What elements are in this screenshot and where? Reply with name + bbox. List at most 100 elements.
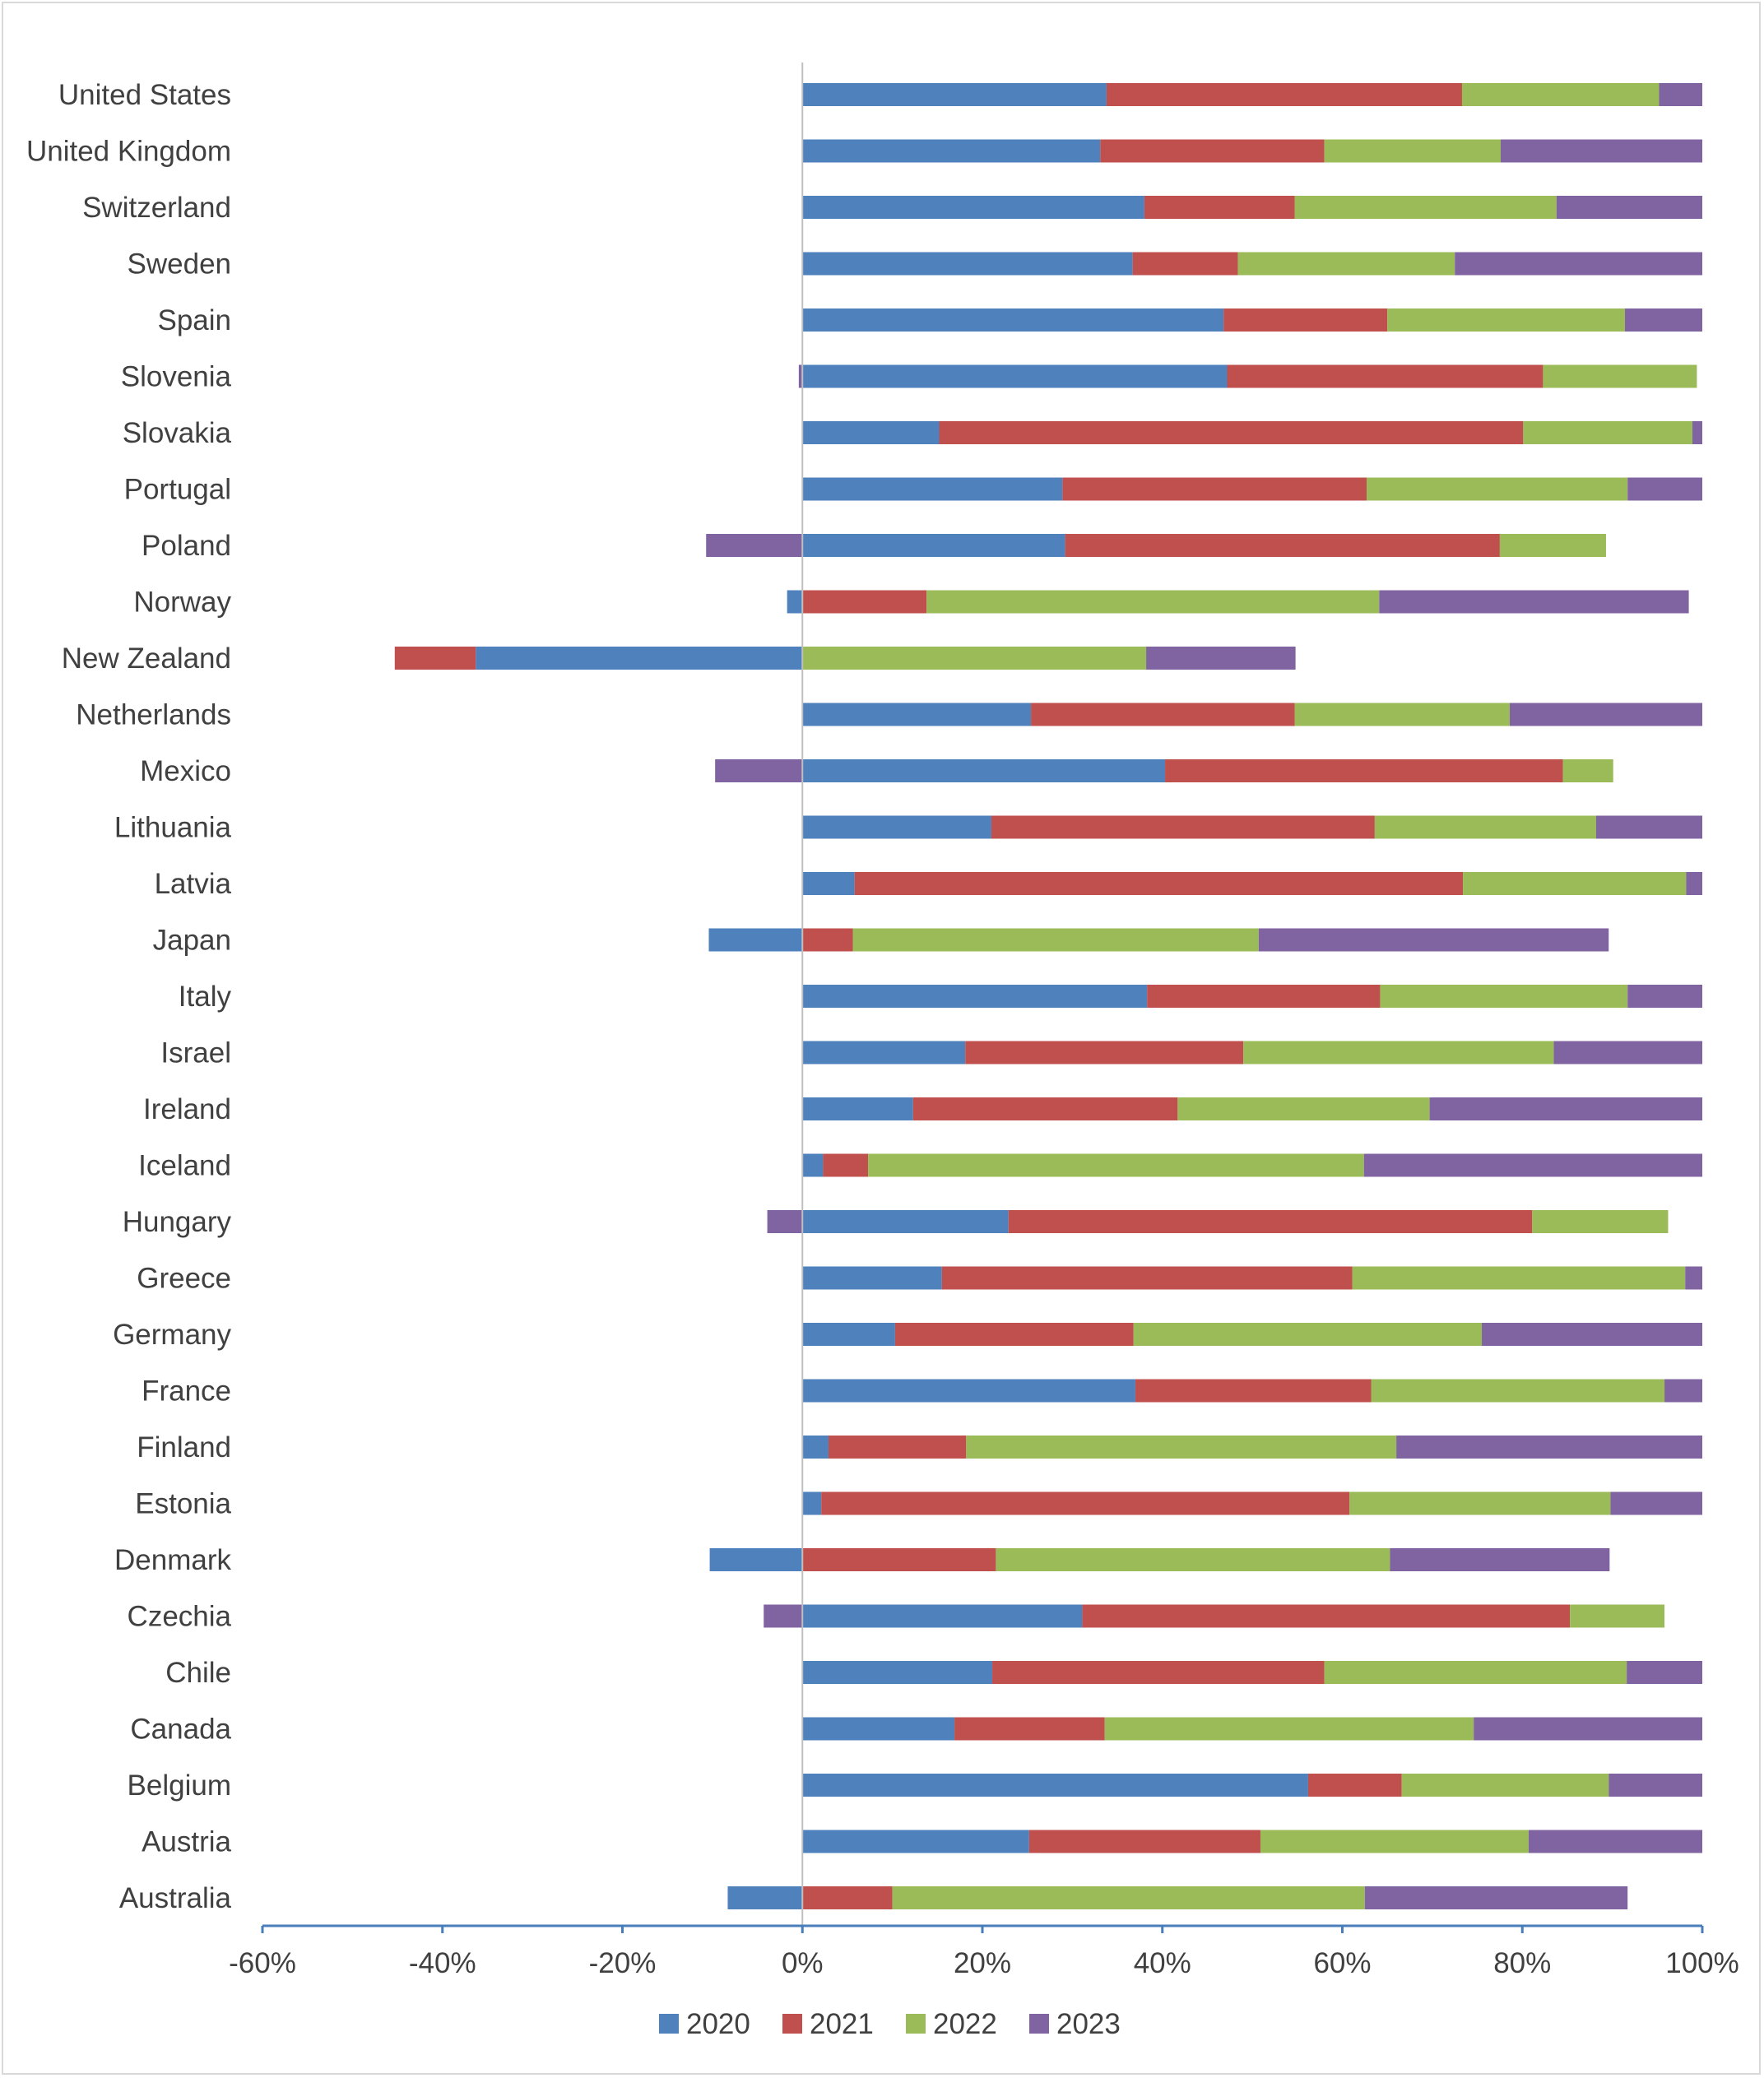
bar-canada-2022 <box>1104 1717 1474 1741</box>
x-tick-label: -40% <box>409 1947 476 1979</box>
legend-label-2022: 2022 <box>933 2008 997 2040</box>
bar-germany-2020 <box>802 1323 895 1346</box>
stacked-bar-chart: United States United Kingdom Switzerland Sw… <box>26 63 1739 2040</box>
bar-israel-2023 <box>1553 1041 1702 1065</box>
bar-japan-2021 <box>802 928 853 952</box>
bar-ireland-2021 <box>912 1097 1178 1120</box>
bar-netherlands-2022 <box>1294 703 1510 726</box>
bars-layer <box>394 83 1703 1909</box>
category-label-greece: Greece <box>137 1263 231 1295</box>
legend-label-2021: 2021 <box>810 2008 874 2040</box>
bar-lithuania-2022 <box>1374 815 1596 839</box>
category-label-austria: Austria <box>142 1826 231 1858</box>
bar-ireland-2020 <box>802 1097 913 1120</box>
x-tick-label: -60% <box>229 1947 296 1979</box>
bar-germany-2022 <box>1133 1323 1483 1346</box>
x-tick-label: 60% <box>1313 1947 1371 1979</box>
x-tick-label: 80% <box>1493 1947 1551 1979</box>
category-label-lithuania: Lithuania <box>114 812 232 844</box>
bar-mexico-2023 <box>715 759 803 782</box>
category-label-sweden: Sweden <box>128 248 231 281</box>
bar-italy-2023 <box>1627 985 1702 1008</box>
bar-belgium-2021 <box>1307 1774 1402 1797</box>
bar-ireland-2022 <box>1177 1097 1430 1120</box>
bar-latvia-2020 <box>802 872 855 895</box>
bar-japan-2020 <box>708 928 803 952</box>
bar-portugal-2020 <box>802 477 1063 501</box>
bar-lithuania-2020 <box>802 815 991 839</box>
bar-hungary-2022 <box>1532 1210 1669 1233</box>
category-label-finland: Finland <box>137 1431 231 1463</box>
category-label-italy: Italy <box>179 981 232 1013</box>
bar-israel-2022 <box>1243 1041 1554 1065</box>
bar-poland-2021 <box>1065 534 1500 557</box>
bar-united-states-2022 <box>1461 83 1660 106</box>
bar-italy-2022 <box>1380 985 1628 1008</box>
bar-iceland-2021 <box>823 1153 869 1177</box>
bar-switzerland-2022 <box>1294 196 1557 219</box>
bar-czechia-2021 <box>1082 1604 1571 1628</box>
bar-chile-2020 <box>802 1661 993 1684</box>
bar-poland-2023 <box>706 534 803 557</box>
bar-slovakia-2023 <box>1692 421 1702 444</box>
category-label-mexico: Mexico <box>140 755 231 787</box>
category-label-united-states: United States <box>58 79 231 111</box>
bar-greece-2022 <box>1352 1266 1686 1290</box>
bar-denmark-2022 <box>996 1548 1390 1571</box>
category-label-spain: Spain <box>157 304 231 336</box>
category-label-new-zealand: New Zealand <box>62 642 231 675</box>
bar-belgium-2022 <box>1401 1774 1609 1797</box>
bar-japan-2023 <box>1258 928 1609 952</box>
bar-germany-2021 <box>894 1323 1134 1346</box>
x-tick-label: 20% <box>954 1947 1011 1979</box>
bar-estonia-2021 <box>821 1491 1350 1515</box>
bar-spain-2022 <box>1387 308 1625 332</box>
bar-australia-2020 <box>727 1886 803 1909</box>
category-label-chile: Chile <box>165 1657 231 1689</box>
bar-switzerland-2023 <box>1556 196 1702 219</box>
bar-spain-2020 <box>802 308 1224 332</box>
bar-finland-2020 <box>802 1436 829 1459</box>
bar-norway-2022 <box>926 590 1380 614</box>
bar-iceland-2020 <box>802 1153 824 1177</box>
category-label-hungary: Hungary <box>123 1206 232 1238</box>
legend-swatch-2023 <box>1029 2014 1049 2034</box>
bar-czechia-2022 <box>1570 1604 1665 1628</box>
bar-mexico-2020 <box>802 759 1166 782</box>
bar-netherlands-2023 <box>1509 703 1702 726</box>
bar-france-2021 <box>1135 1379 1372 1403</box>
bar-united-kingdom-2021 <box>1100 139 1325 163</box>
category-label-estonia: Estonia <box>135 1488 231 1520</box>
category-label-poland: Poland <box>142 530 231 562</box>
category-label-australia: Australia <box>119 1882 232 1914</box>
category-label-canada: Canada <box>130 1714 231 1746</box>
bar-new-zealand-2023 <box>1146 647 1296 670</box>
category-label-iceland: Iceland <box>138 1150 231 1182</box>
bar-france-2022 <box>1371 1379 1665 1403</box>
x-tick-label: 100% <box>1665 1947 1739 1979</box>
category-label-slovenia: Slovenia <box>121 361 232 393</box>
bar-denmark-2021 <box>802 1548 996 1571</box>
bar-sweden-2022 <box>1237 252 1455 276</box>
legend-label-2020: 2020 <box>686 2008 750 2040</box>
bar-norway-2023 <box>1379 590 1689 614</box>
bar-united-kingdom-2022 <box>1324 139 1501 163</box>
bar-czechia-2023 <box>764 1604 803 1628</box>
category-label-ireland: Ireland <box>143 1093 231 1125</box>
bar-new-zealand-2020 <box>476 647 803 670</box>
bar-czechia-2020 <box>802 1604 1083 1628</box>
bar-slovenia-2021 <box>1227 364 1544 388</box>
bar-japan-2022 <box>852 928 1259 952</box>
bar-belgium-2023 <box>1608 1774 1702 1797</box>
bar-austria-2023 <box>1528 1830 1702 1853</box>
category-label-denmark: Denmark <box>114 1544 231 1576</box>
bar-austria-2021 <box>1028 1830 1260 1853</box>
category-label-france: France <box>142 1375 231 1408</box>
category-label-latvia: Latvia <box>155 868 232 900</box>
bar-iceland-2023 <box>1363 1153 1702 1177</box>
bar-germany-2023 <box>1482 1323 1702 1346</box>
bar-netherlands-2021 <box>1031 703 1295 726</box>
bar-switzerland-2021 <box>1144 196 1295 219</box>
bar-spain-2021 <box>1223 308 1388 332</box>
